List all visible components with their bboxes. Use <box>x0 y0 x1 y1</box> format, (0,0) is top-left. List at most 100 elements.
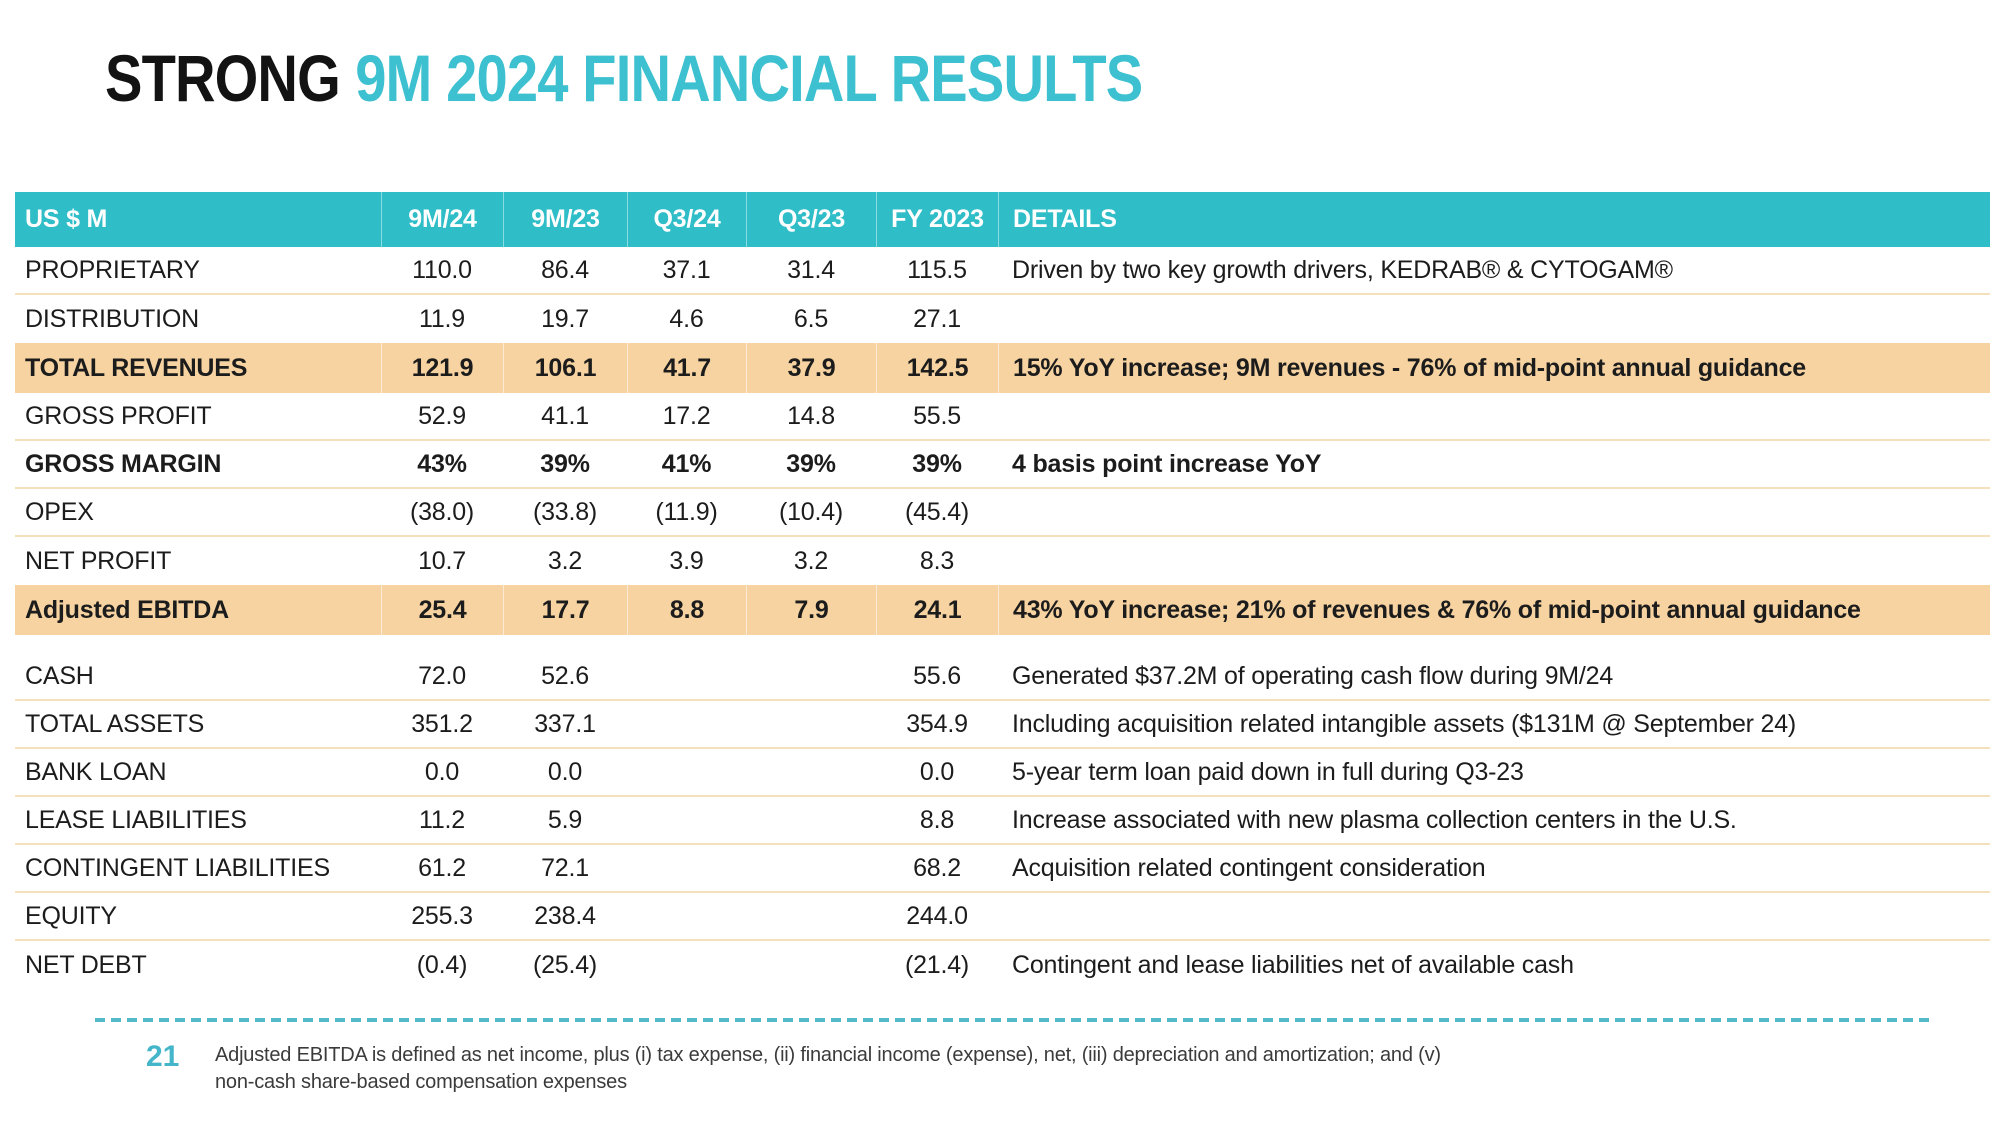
value-q323 <box>746 653 876 699</box>
column-header-9m23: 9M/23 <box>503 192 627 247</box>
table-row: GROSS PROFIT 52.9 41.1 17.2 14.8 55.5 <box>15 393 1990 441</box>
row-details: Including acquisition related intangible… <box>1012 709 1797 738</box>
value-q323 <box>746 749 876 795</box>
value-fy2023: 68.2 <box>913 853 961 882</box>
row-label: TOTAL REVENUES <box>25 353 248 382</box>
value-q323: 14.8 <box>787 401 835 430</box>
value-9m23: 337.1 <box>534 709 596 738</box>
row-label: GROSS MARGIN <box>25 449 222 478</box>
column-header-q324: Q3/24 <box>627 192 746 247</box>
table-row: OPEX (38.0) (33.8) (11.9) (10.4) (45.4) <box>15 489 1990 537</box>
row-label: GROSS PROFIT <box>25 401 212 430</box>
value-fy2023: 8.8 <box>919 805 955 834</box>
value-fy2023: 0.0 <box>919 757 955 786</box>
value-q324 <box>627 893 746 939</box>
value-q324: 37.1 <box>662 255 711 284</box>
page-title-highlight: 9M 2024 FINANCIAL RESULTS <box>355 41 1143 115</box>
row-details <box>998 393 1990 439</box>
value-9m23: 52.6 <box>541 661 589 690</box>
value-9m23: 3.2 <box>547 546 583 575</box>
value-fy2023: 55.5 <box>913 401 961 430</box>
value-fy2023: (45.4) <box>904 497 970 526</box>
value-9m23: 17.7 <box>503 585 627 635</box>
value-9m24: 11.2 <box>418 805 465 834</box>
row-label: Adjusted EBITDA <box>25 595 229 624</box>
table-row: Adjusted EBITDA 25.4 17.7 8.8 7.9 24.1 4… <box>15 585 1990 635</box>
value-fy2023: 27.1 <box>913 304 961 333</box>
value-fy2023: 354.9 <box>906 709 968 738</box>
row-label: CONTINGENT LIABILITIES <box>25 853 330 882</box>
row-label: NET DEBT <box>25 950 147 979</box>
value-9m24: 72.0 <box>418 661 466 690</box>
value-9m24: 110.0 <box>412 255 472 284</box>
value-9m23: 41.1 <box>541 401 589 430</box>
value-q323: 3.2 <box>793 546 829 575</box>
value-q323 <box>746 893 876 939</box>
value-q324 <box>627 845 746 891</box>
value-q323: 39% <box>786 449 836 478</box>
value-q324: 3.9 <box>669 546 704 575</box>
value-9m24: 52.9 <box>418 401 466 430</box>
value-9m23: (25.4) <box>532 950 598 979</box>
row-details: 4 basis point increase YoY <box>1012 449 1322 478</box>
row-details: Generated $37.2M of operating cash flow … <box>1012 661 1614 690</box>
value-q324 <box>627 941 746 989</box>
footnote-line-1: Adjusted EBITDA is defined as net income… <box>215 1044 1441 1066</box>
value-q323 <box>746 701 876 747</box>
column-header-usdm: US $ M <box>25 205 108 233</box>
column-header-details: DETAILS <box>998 192 1990 247</box>
table-header-row: US $ M 9M/24 9M/23 Q3/24 Q3/23 FY 2023 D… <box>15 192 1990 247</box>
page-title: STRONG 9M 2024 FINANCIAL RESULTS <box>105 40 1143 116</box>
value-q323: 6.5 <box>793 304 829 333</box>
row-details: 5-year term loan paid down in full durin… <box>1012 757 1524 786</box>
row-label: LEASE LIABILITIES <box>25 805 247 834</box>
value-q323: 7.9 <box>746 585 876 635</box>
footnote-line-2: non-cash share-based compensation expens… <box>215 1071 627 1093</box>
column-header-9m24: 9M/24 <box>381 192 503 247</box>
value-q324: 4.6 <box>669 304 704 333</box>
table-row: TOTAL REVENUES 121.9 106.1 41.7 37.9 142… <box>15 343 1990 393</box>
table-row: TOTAL ASSETS 351.2 337.1 354.9 Including… <box>15 701 1990 749</box>
value-9m23: (33.8) <box>532 497 598 526</box>
value-9m23: 19.7 <box>541 304 589 333</box>
value-q324: 8.8 <box>627 585 746 635</box>
row-label: OPEX <box>25 497 94 526</box>
table-row: DISTRIBUTION 11.9 19.7 4.6 6.5 27.1 <box>15 295 1990 343</box>
value-q324: (11.9) <box>655 497 718 526</box>
row-details: 15% YoY increase; 9M revenues - 76% of m… <box>998 343 1990 393</box>
page-number: 21 <box>146 1040 180 1073</box>
value-9m23: 72.1 <box>541 853 589 882</box>
row-details <box>998 295 1990 343</box>
column-header-q323: Q3/23 <box>746 192 876 247</box>
row-details <box>998 537 1990 585</box>
value-9m24: 10.7 <box>418 546 466 575</box>
value-fy2023: 55.6 <box>913 661 961 690</box>
value-9m23: 106.1 <box>503 343 627 393</box>
row-details <box>998 489 1990 535</box>
value-q323 <box>746 845 876 891</box>
value-9m24: 351.2 <box>411 709 473 738</box>
footnote: Adjusted EBITDA is defined as net income… <box>215 1042 1441 1096</box>
value-fy2023: 244.0 <box>906 901 968 930</box>
table-row: NET DEBT (0.4) (25.4) (21.4) Contingent … <box>15 941 1990 989</box>
value-fy2023: (21.4) <box>904 950 970 979</box>
row-label: TOTAL ASSETS <box>25 709 205 738</box>
row-details: Driven by two key growth drivers, KEDRAB… <box>1012 255 1673 284</box>
value-fy2023: 115.5 <box>907 255 967 284</box>
table-row: CASH 72.0 52.6 55.6 Generated $37.2M of … <box>15 653 1990 701</box>
table-row: NET PROFIT 10.7 3.2 3.9 3.2 8.3 <box>15 537 1990 585</box>
value-fy2023: 8.3 <box>919 546 955 575</box>
value-9m24: 61.2 <box>418 853 466 882</box>
row-label: DISTRIBUTION <box>25 304 199 333</box>
row-label: BANK LOAN <box>25 757 167 786</box>
value-9m24: 43% <box>417 449 467 478</box>
row-details: Increase associated with new plasma coll… <box>1012 805 1737 834</box>
value-q323: (10.4) <box>778 497 844 526</box>
value-9m24: (0.4) <box>416 950 468 979</box>
value-q324: 41% <box>661 449 712 478</box>
value-q324 <box>627 797 746 843</box>
row-label: EQUITY <box>25 901 117 930</box>
table-row: PROPRIETARY 110.0 86.4 37.1 31.4 115.5 D… <box>15 247 1990 295</box>
value-9m23: 86.4 <box>541 255 589 284</box>
financials-table: US $ M 9M/24 9M/23 Q3/24 Q3/23 FY 2023 D… <box>15 192 1990 989</box>
